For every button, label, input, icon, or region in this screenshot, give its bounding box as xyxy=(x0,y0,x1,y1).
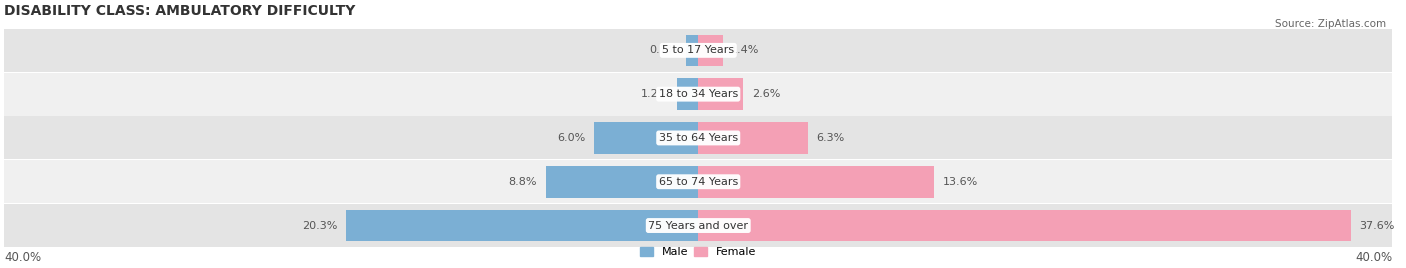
Bar xyxy=(699,210,1351,241)
Bar xyxy=(699,79,744,110)
Bar xyxy=(678,79,699,110)
Bar xyxy=(699,35,723,66)
Bar xyxy=(4,73,1392,116)
Text: 75 Years and over: 75 Years and over xyxy=(648,221,748,230)
Bar xyxy=(346,210,699,241)
Bar xyxy=(546,166,699,198)
Text: 1.2%: 1.2% xyxy=(640,89,669,99)
Text: 40.0%: 40.0% xyxy=(4,251,41,264)
Text: 20.3%: 20.3% xyxy=(302,221,337,230)
Bar xyxy=(4,29,1392,72)
Text: 37.6%: 37.6% xyxy=(1360,221,1395,230)
Bar xyxy=(699,166,934,198)
Bar xyxy=(686,35,699,66)
Text: 6.0%: 6.0% xyxy=(557,133,585,143)
Text: 1.4%: 1.4% xyxy=(731,45,759,55)
Bar xyxy=(4,117,1392,159)
Text: 40.0%: 40.0% xyxy=(1355,251,1392,264)
Legend: Male, Female: Male, Female xyxy=(636,243,761,262)
Text: 13.6%: 13.6% xyxy=(943,177,979,187)
Text: 2.6%: 2.6% xyxy=(752,89,780,99)
Text: 5 to 17 Years: 5 to 17 Years xyxy=(662,45,734,55)
Text: 18 to 34 Years: 18 to 34 Years xyxy=(658,89,738,99)
Text: 8.8%: 8.8% xyxy=(509,177,537,187)
Text: 6.3%: 6.3% xyxy=(817,133,845,143)
Text: DISABILITY CLASS: AMBULATORY DIFFICULTY: DISABILITY CLASS: AMBULATORY DIFFICULTY xyxy=(4,4,356,18)
Text: Source: ZipAtlas.com: Source: ZipAtlas.com xyxy=(1275,19,1386,29)
Bar xyxy=(4,160,1392,203)
Text: 65 to 74 Years: 65 to 74 Years xyxy=(658,177,738,187)
Text: 0.7%: 0.7% xyxy=(650,45,678,55)
Bar xyxy=(699,122,807,154)
Text: 35 to 64 Years: 35 to 64 Years xyxy=(658,133,738,143)
Bar xyxy=(595,122,699,154)
Bar xyxy=(4,204,1392,247)
